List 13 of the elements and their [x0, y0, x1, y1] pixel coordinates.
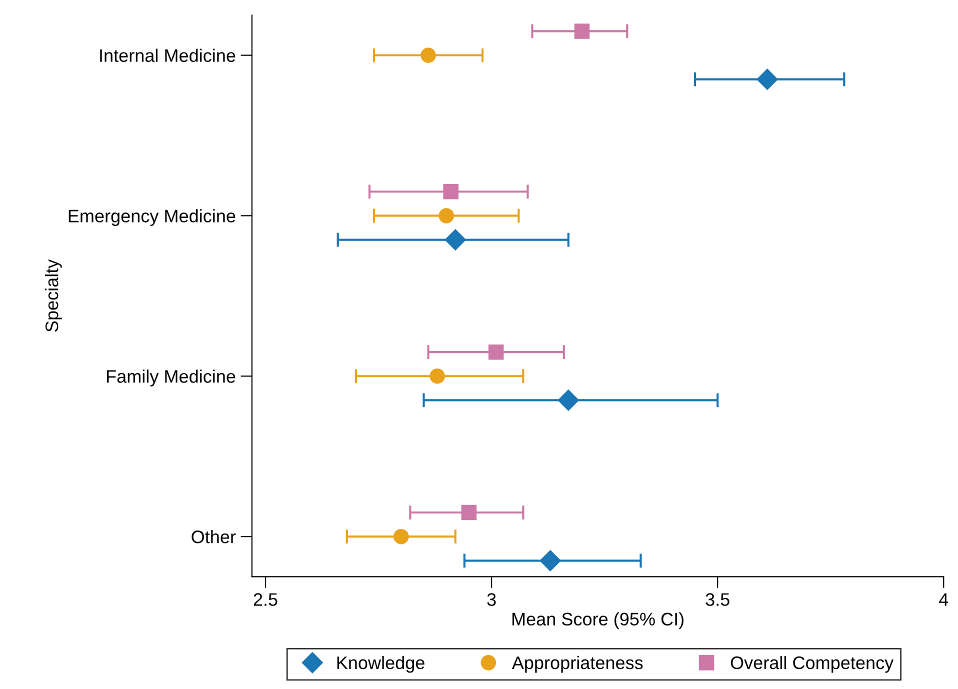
legend-label: Appropriateness [512, 656, 643, 673]
x-tick-label: 4 [939, 593, 948, 606]
x-tick-label: 3 [487, 593, 496, 606]
x-tick-label: 2.5 [254, 593, 278, 606]
y-tick-label: Internal Medicine [100, 48, 236, 62]
x-axis-title: Mean Score (95% CI) [512, 612, 684, 630]
y-tick-label: Family Medicine [107, 370, 236, 386]
y-axis-title: Specialty [45, 259, 62, 332]
y-tick-label: Emergency Medicine [68, 209, 236, 226]
legend-label: Knowledge [337, 656, 424, 673]
x-tick-label: 3.5 [706, 593, 730, 606]
y-tick-label: Other [192, 530, 236, 544]
legend-label: Overall Competency [730, 656, 894, 673]
